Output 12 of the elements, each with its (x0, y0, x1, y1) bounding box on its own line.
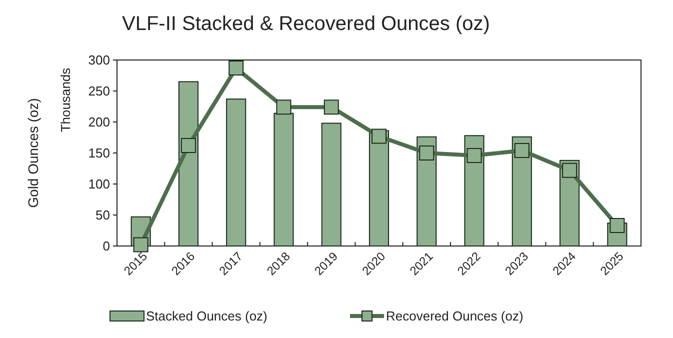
legend-label: Stacked Ounces (oz) (146, 308, 268, 324)
y-tick-label: 200 (88, 114, 110, 130)
y-tick-label: 0 (102, 238, 110, 254)
y-tick-label: 150 (88, 146, 110, 161)
y-tick-label: 100 (88, 176, 110, 192)
y-tick-label: 300 (88, 52, 110, 68)
y-axis-title: Gold Ounces (oz) (25, 98, 41, 208)
legend-label: Recovered Ounces (oz) (386, 308, 524, 324)
y-tick-label: 50 (96, 208, 110, 223)
y-tick-label: 250 (88, 84, 110, 99)
chart-title: VLF-II Stacked & Recovered Ounces (oz) (122, 13, 490, 35)
text: Thousands (58, 67, 73, 132)
